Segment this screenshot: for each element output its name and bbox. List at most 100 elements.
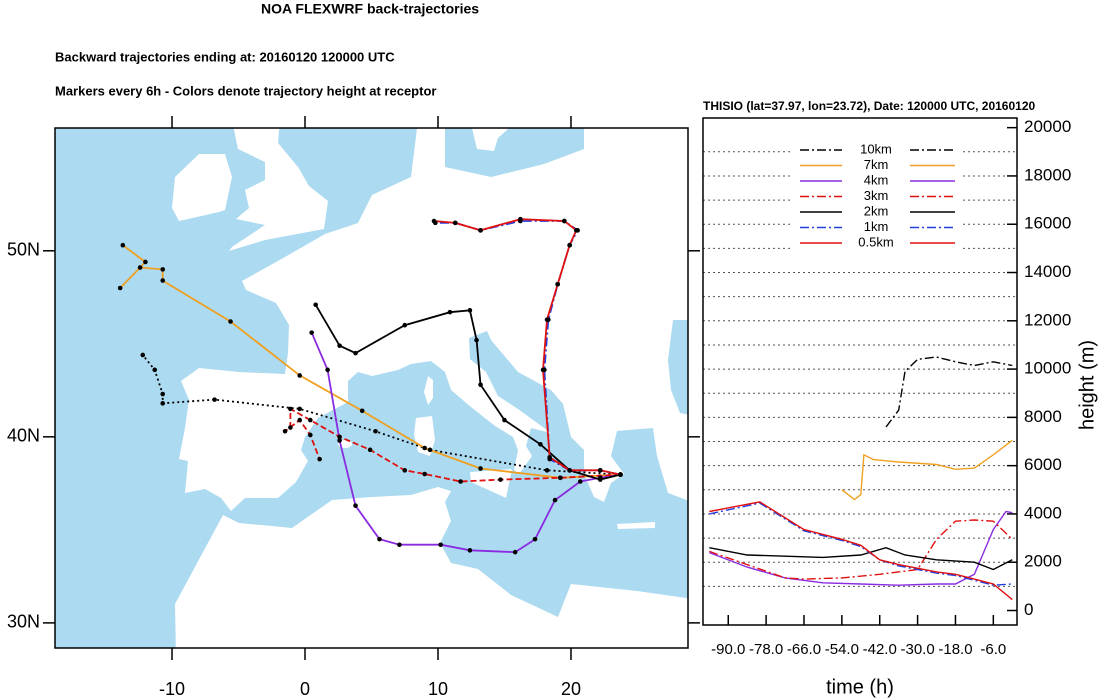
- marker: [502, 417, 507, 423]
- marker: [555, 281, 560, 287]
- marker: [402, 468, 408, 473]
- marker: [467, 548, 473, 553]
- y-tick-label: 18000: [1024, 165, 1071, 184]
- y-tick-label: 20000: [1024, 117, 1071, 136]
- marker: [422, 471, 427, 477]
- marker: [359, 408, 365, 414]
- legend-label: 4km: [864, 172, 889, 187]
- marker: [228, 319, 233, 324]
- marker: [452, 220, 458, 226]
- marker: [540, 367, 546, 373]
- marker: [160, 278, 166, 283]
- trajectory: [310, 332, 621, 554]
- plot-frame: [702, 117, 1018, 626]
- marker: [474, 337, 479, 343]
- y-tick-label: 30N: [7, 612, 40, 632]
- marker: [297, 417, 302, 423]
- land-africa: [175, 487, 688, 648]
- land-crete: [617, 522, 655, 529]
- marker: [337, 438, 342, 443]
- marker: [297, 373, 302, 378]
- y-tick-label: 12000: [1024, 310, 1071, 329]
- marker: [282, 428, 288, 434]
- marker: [544, 468, 550, 473]
- marker: [438, 542, 443, 548]
- marker: [120, 242, 126, 248]
- x-tick-label: 20: [561, 679, 581, 699]
- legend-label: 2km: [864, 203, 889, 218]
- height-line: [709, 501, 1013, 601]
- marker: [152, 367, 158, 373]
- marker: [567, 242, 572, 248]
- marker: [288, 425, 293, 430]
- y-tick-label: 6000: [1024, 455, 1062, 474]
- marker: [573, 228, 579, 233]
- marker: [143, 259, 148, 265]
- height-line: [709, 502, 1013, 586]
- marker: [597, 477, 603, 482]
- marker: [547, 455, 552, 460]
- x-tick-label: -54.0: [825, 641, 859, 658]
- map-frame: [54, 127, 689, 649]
- marker: [373, 428, 378, 434]
- height-line: [709, 546, 1013, 571]
- land-sardinia: [414, 416, 435, 456]
- marker: [552, 497, 558, 503]
- marker: [478, 466, 483, 471]
- figure-title: NOA FLEXWRF back-trajectories: [261, 1, 479, 17]
- land-sicily: [470, 469, 512, 498]
- marker: [458, 479, 463, 484]
- y-tick-label: 50N: [7, 240, 40, 260]
- marker: [160, 401, 166, 406]
- y-tick-label: 16000: [1024, 214, 1071, 233]
- trajectory: [433, 218, 621, 476]
- map-area: [55, 128, 688, 648]
- marker: [297, 406, 302, 412]
- trajectories: [117, 216, 623, 555]
- height-line: [841, 439, 1013, 501]
- marker: [567, 468, 572, 473]
- trajectory: [142, 354, 621, 476]
- x-tick-label: -78.0: [749, 641, 783, 658]
- marker: [532, 536, 538, 542]
- marker: [337, 343, 342, 348]
- y-tick-label: 0: [1024, 600, 1033, 619]
- y-axis-label: height (m): [1076, 340, 1098, 430]
- y-tick-label: 10000: [1024, 359, 1071, 378]
- marker: [308, 432, 313, 438]
- marker: [402, 322, 408, 328]
- x-tick-label: -10: [159, 679, 185, 699]
- height-line: [709, 510, 1013, 586]
- land-britain: [229, 128, 328, 251]
- marker: [397, 542, 402, 548]
- marker: [558, 475, 563, 481]
- x-tick-label: 10: [428, 679, 448, 699]
- marker: [544, 317, 550, 322]
- legend-label: 0.5km: [858, 234, 893, 249]
- height-line: [885, 356, 1013, 428]
- land-ireland: [172, 154, 232, 221]
- marker: [160, 391, 166, 397]
- subtitle: Backward trajectories ending at: 2016012…: [55, 49, 395, 64]
- marker: [518, 216, 523, 222]
- marker: [562, 218, 567, 224]
- y-tick-label: 40N: [7, 426, 40, 446]
- marker: [422, 445, 427, 451]
- marker: [337, 434, 342, 440]
- y-tick-label: 14000: [1024, 262, 1071, 281]
- marker: [313, 302, 318, 308]
- marker: [577, 479, 583, 484]
- marker: [117, 285, 123, 291]
- legend-label: 7km: [864, 157, 889, 172]
- marker: [597, 468, 603, 473]
- x-tick-label: -42.0: [863, 641, 897, 658]
- marker: [618, 472, 623, 477]
- marker: [317, 456, 322, 462]
- marker: [353, 350, 358, 356]
- marker: [309, 330, 314, 335]
- marker: [427, 447, 433, 453]
- marker: [325, 367, 330, 373]
- land-sweden: [471, 128, 510, 151]
- marker: [467, 308, 473, 313]
